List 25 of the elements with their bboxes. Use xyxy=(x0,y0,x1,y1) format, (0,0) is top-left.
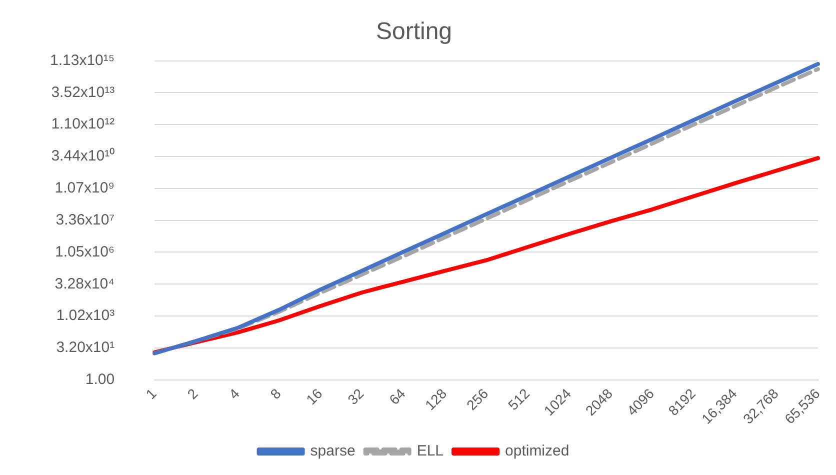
x-tick-label: 16 xyxy=(302,385,326,408)
y-tick-label: 1.10x10¹² xyxy=(51,116,115,133)
y-tick-label: 3.36x10⁷ xyxy=(56,211,115,228)
x-tick-label: 32 xyxy=(344,385,367,408)
legend-label: ELL xyxy=(416,442,444,460)
y-tick-label: 3.44x10¹⁰ xyxy=(51,148,115,165)
y-tick-label: 1.13x10¹⁵ xyxy=(50,52,115,69)
x-tick-label: 512 xyxy=(504,385,533,414)
x-tick-label: 1 xyxy=(142,385,160,402)
x-tick-label: 64 xyxy=(386,385,408,408)
y-tick-label: 1.05x10⁶ xyxy=(55,243,115,260)
x-tick-label: 8 xyxy=(267,385,284,402)
x-tick-label: 256 xyxy=(463,385,492,414)
legend-label: sparse xyxy=(310,442,356,460)
y-tick-label: 3.52x10¹³ xyxy=(51,84,115,101)
x-tick-label: 4 xyxy=(226,385,243,402)
y-tick-label: 3.20x10¹ xyxy=(56,339,115,356)
y-tick-label: 3.28x10⁴ xyxy=(54,275,115,292)
y-tick-label: 1.07x10⁹ xyxy=(54,180,115,197)
y-tick-label: 1.02x10³ xyxy=(56,307,115,324)
x-tick-label: 128 xyxy=(422,385,450,414)
x-tick-label: 2 xyxy=(184,385,202,402)
y-tick-label: 1.00 xyxy=(85,370,115,388)
legend-label: optimized xyxy=(505,442,570,460)
chart-title: Sorting xyxy=(376,18,452,46)
